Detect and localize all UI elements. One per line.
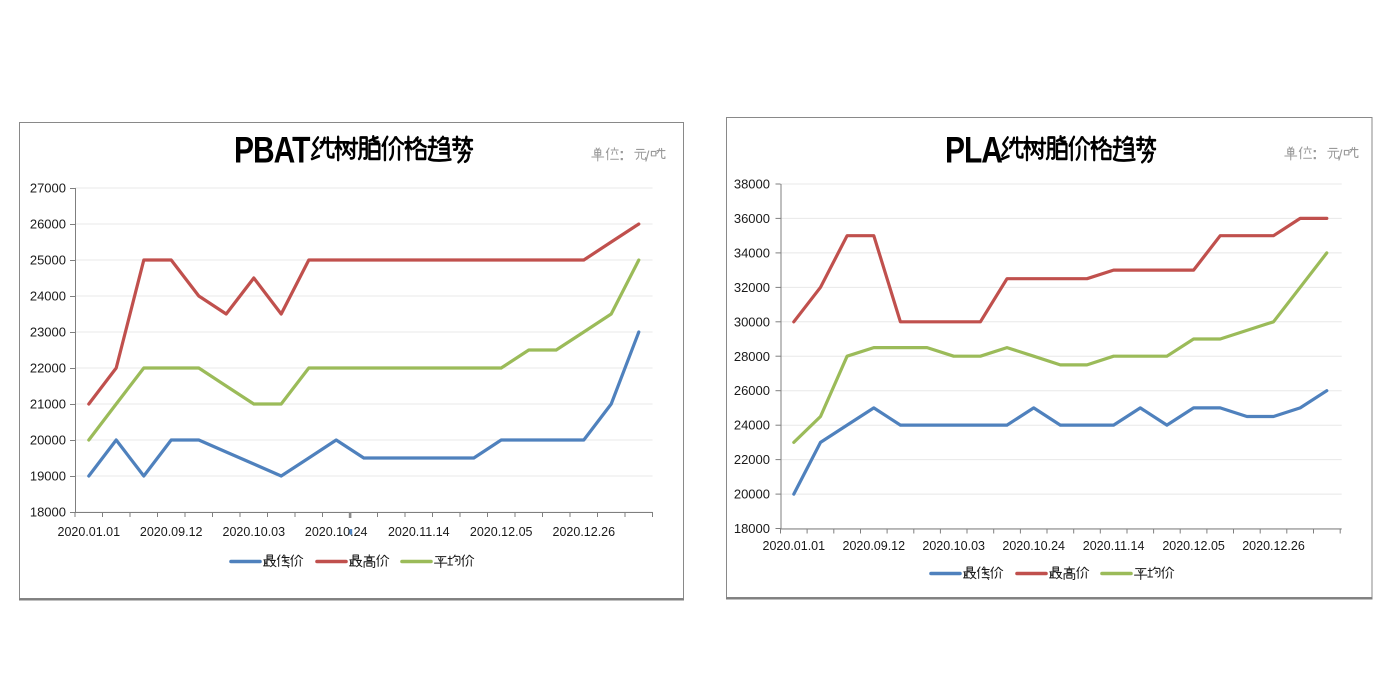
svg-text:26000: 26000	[30, 217, 66, 232]
svg-text:2020.12.05: 2020.12.05	[470, 525, 533, 539]
svg-text:30000: 30000	[734, 314, 770, 329]
svg-text:2020.01.01: 2020.01.01	[58, 525, 121, 539]
svg-text:PLA: PLA	[945, 129, 1003, 171]
svg-text:2020.10.03: 2020.10.03	[922, 539, 985, 553]
svg-text:18000: 18000	[30, 505, 66, 520]
svg-text:38000: 38000	[734, 177, 770, 192]
svg-text:PBAT: PBAT	[234, 129, 311, 171]
svg-text:2020.11.14: 2020.11.14	[1083, 539, 1145, 553]
svg-text:2020.10.24: 2020.10.24	[1002, 539, 1065, 553]
svg-text:24000: 24000	[734, 418, 770, 433]
svg-text:18000: 18000	[734, 521, 770, 536]
svg-text:2020.01.01: 2020.01.01	[763, 539, 826, 553]
svg-text:36000: 36000	[734, 211, 770, 226]
svg-text:19000: 19000	[30, 469, 66, 484]
svg-text:2020.11.14: 2020.11.14	[388, 525, 450, 539]
svg-text:/: /	[1338, 148, 1343, 165]
svg-text:2020.10.24: 2020.10.24	[305, 525, 368, 539]
svg-text:2020.10.03: 2020.10.03	[223, 525, 286, 539]
svg-text:25000: 25000	[30, 253, 66, 268]
svg-text:22000: 22000	[30, 361, 66, 376]
svg-text:/: /	[645, 149, 650, 166]
svg-text:2020.09.12: 2020.09.12	[140, 525, 203, 539]
svg-text:2020.12.05: 2020.12.05	[1162, 539, 1225, 553]
svg-text:27000: 27000	[30, 181, 66, 196]
svg-text:20000: 20000	[734, 487, 770, 502]
svg-text:34000: 34000	[734, 245, 770, 260]
svg-text:22000: 22000	[734, 452, 770, 467]
svg-text:2020.12.26: 2020.12.26	[553, 525, 616, 539]
svg-text:28000: 28000	[734, 349, 770, 364]
svg-text:26000: 26000	[734, 383, 770, 398]
svg-text:20000: 20000	[30, 433, 66, 448]
svg-text:24000: 24000	[30, 289, 66, 304]
svg-text:21000: 21000	[30, 397, 66, 412]
svg-text:32000: 32000	[734, 280, 770, 295]
svg-text:2020.12.26: 2020.12.26	[1242, 539, 1305, 553]
svg-text:2020.09.12: 2020.09.12	[843, 539, 906, 553]
svg-text:23000: 23000	[30, 325, 66, 340]
